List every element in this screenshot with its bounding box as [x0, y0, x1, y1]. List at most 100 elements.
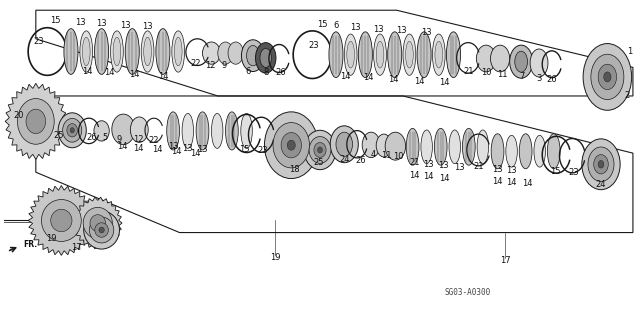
Text: 14: 14	[158, 72, 169, 81]
Ellipse shape	[547, 134, 560, 169]
Text: 13: 13	[76, 18, 86, 27]
Text: 14: 14	[340, 72, 351, 81]
Text: 11: 11	[497, 70, 508, 78]
Ellipse shape	[225, 112, 238, 150]
Text: 14: 14	[439, 174, 450, 183]
Text: 21: 21	[409, 158, 420, 167]
Text: 7: 7	[519, 72, 525, 81]
Ellipse shape	[228, 42, 243, 64]
Text: 11: 11	[381, 151, 392, 160]
Text: SG03-A0300: SG03-A0300	[445, 288, 491, 297]
Text: 14: 14	[116, 142, 127, 151]
Text: 6: 6	[333, 21, 339, 30]
Text: 14: 14	[423, 173, 434, 182]
Ellipse shape	[336, 132, 353, 156]
Text: 14: 14	[492, 177, 503, 186]
Ellipse shape	[491, 134, 504, 169]
Text: 14: 14	[363, 73, 373, 82]
Ellipse shape	[598, 160, 604, 168]
Text: 19: 19	[270, 254, 280, 263]
Text: 14: 14	[413, 77, 424, 86]
Text: 9: 9	[116, 135, 122, 144]
Text: 13: 13	[396, 26, 407, 35]
Text: 13: 13	[373, 25, 384, 34]
Text: 12: 12	[205, 61, 216, 70]
Text: 23: 23	[308, 41, 319, 50]
Ellipse shape	[111, 31, 124, 72]
Ellipse shape	[403, 34, 416, 75]
Ellipse shape	[344, 34, 357, 75]
Text: 14: 14	[104, 68, 115, 77]
Text: 17: 17	[71, 243, 81, 252]
Ellipse shape	[94, 121, 109, 141]
Ellipse shape	[449, 130, 461, 164]
Text: 1: 1	[627, 47, 632, 56]
Ellipse shape	[125, 29, 140, 74]
Ellipse shape	[304, 130, 336, 170]
Text: 26: 26	[86, 133, 97, 142]
Ellipse shape	[588, 147, 614, 182]
Ellipse shape	[95, 223, 108, 237]
Ellipse shape	[362, 132, 380, 158]
Ellipse shape	[131, 117, 148, 142]
Text: 15: 15	[239, 145, 250, 154]
Ellipse shape	[309, 137, 331, 163]
Text: 21: 21	[463, 67, 474, 76]
Text: 20: 20	[13, 111, 24, 120]
Ellipse shape	[260, 48, 271, 67]
Ellipse shape	[51, 209, 72, 232]
Ellipse shape	[174, 37, 182, 66]
Text: 10: 10	[394, 152, 404, 161]
Text: 13: 13	[492, 165, 503, 174]
Ellipse shape	[218, 42, 233, 64]
Ellipse shape	[42, 199, 81, 241]
Text: 25: 25	[314, 158, 324, 167]
Ellipse shape	[80, 31, 93, 72]
Text: 13: 13	[506, 166, 517, 175]
Ellipse shape	[374, 34, 387, 75]
Ellipse shape	[144, 37, 152, 66]
Ellipse shape	[67, 124, 77, 137]
Text: 9: 9	[221, 61, 227, 70]
Text: 10: 10	[481, 68, 492, 77]
Ellipse shape	[141, 31, 154, 72]
Text: 14: 14	[171, 147, 182, 156]
Ellipse shape	[317, 147, 323, 153]
Ellipse shape	[591, 54, 624, 100]
Ellipse shape	[64, 29, 78, 74]
Text: 14: 14	[82, 67, 92, 76]
Text: 13: 13	[350, 23, 360, 32]
Text: 3: 3	[536, 74, 541, 83]
Ellipse shape	[530, 49, 548, 77]
Text: 14: 14	[506, 178, 517, 187]
Ellipse shape	[182, 114, 193, 148]
Text: 14: 14	[152, 145, 163, 154]
Text: FR.: FR.	[23, 240, 37, 249]
Ellipse shape	[90, 215, 106, 231]
Text: 13: 13	[96, 19, 107, 28]
Text: 21: 21	[473, 162, 484, 171]
Ellipse shape	[84, 211, 120, 249]
Ellipse shape	[264, 112, 318, 179]
Ellipse shape	[534, 135, 545, 167]
Text: 15: 15	[50, 16, 60, 25]
Ellipse shape	[273, 122, 310, 168]
Text: 6: 6	[246, 67, 251, 76]
Ellipse shape	[70, 128, 74, 133]
Ellipse shape	[477, 130, 488, 164]
Ellipse shape	[417, 32, 431, 78]
Text: 8: 8	[263, 68, 268, 77]
Text: 24: 24	[339, 155, 349, 164]
Ellipse shape	[330, 126, 358, 163]
Ellipse shape	[329, 32, 343, 78]
Text: 26: 26	[275, 68, 285, 77]
Polygon shape	[5, 83, 67, 160]
Polygon shape	[28, 186, 95, 256]
Text: 4: 4	[371, 150, 376, 159]
Text: 13: 13	[182, 144, 193, 153]
Ellipse shape	[358, 32, 372, 78]
Ellipse shape	[376, 134, 392, 157]
Ellipse shape	[63, 118, 82, 142]
Text: 26: 26	[355, 156, 365, 165]
Ellipse shape	[26, 109, 45, 134]
